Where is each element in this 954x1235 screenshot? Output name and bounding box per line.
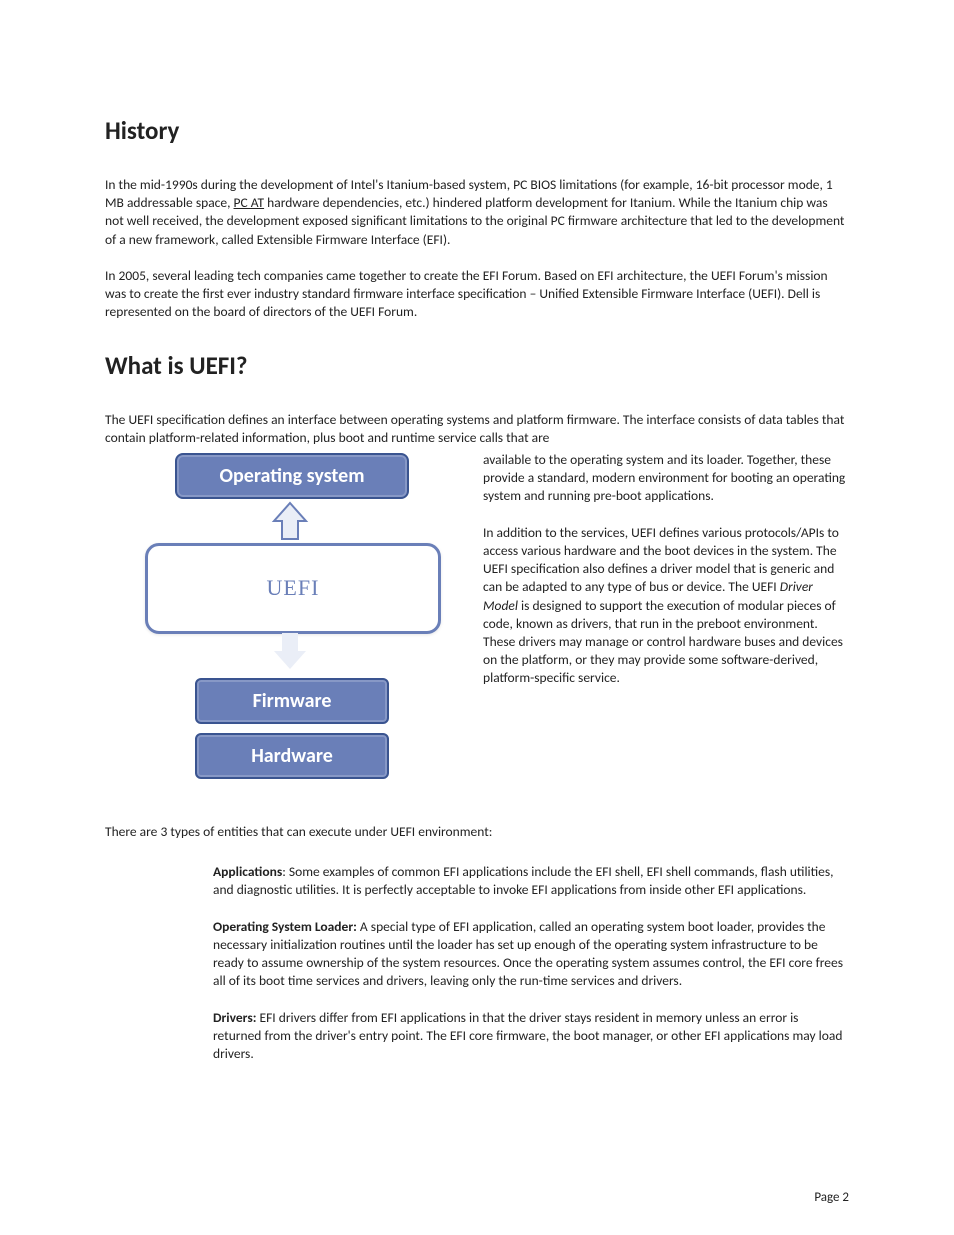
uefi-stack-diagram: Operating system UEFI Firmware Hardware xyxy=(105,453,465,793)
history-paragraph-2: In 2005, several leading tech companies … xyxy=(105,267,849,322)
text: is designed to support the execution of … xyxy=(483,597,843,687)
entity-text: : Some examples of common EFI applicatio… xyxy=(213,863,834,898)
entity-drivers: Drivers: EFI drivers differ from EFI app… xyxy=(213,1009,849,1064)
heading-what-is-uefi: What is UEFI? xyxy=(105,350,849,381)
link-pc-at[interactable]: PC AT xyxy=(234,194,265,211)
entity-label: Drivers: xyxy=(213,1009,256,1026)
diagram-layer-firmware: Firmware xyxy=(195,678,389,724)
diagram-layer-hardware: Hardware xyxy=(195,733,389,779)
diagram-layer-os: Operating system xyxy=(175,453,409,499)
history-paragraph-1: In the mid-1990s during the development … xyxy=(105,176,849,249)
entity-os-loader: Operating System Loader: A special type … xyxy=(213,918,849,991)
arrow-up-icon xyxy=(270,501,310,541)
entities-intro: There are 3 types of entities that can e… xyxy=(105,823,849,841)
page-number: Page 2 xyxy=(814,1190,849,1205)
entity-text: EFI drivers differ from EFI applications… xyxy=(213,1009,842,1062)
entity-label: Operating System Loader: xyxy=(213,918,357,935)
heading-history: History xyxy=(105,115,849,146)
arrow-down-icon xyxy=(270,631,310,671)
whatis-intro-paragraph: The UEFI specification defines an interf… xyxy=(105,411,849,447)
entity-label: Applications xyxy=(213,863,282,880)
entity-applications: Applications: Some examples of common EF… xyxy=(213,863,849,899)
diagram-layer-uefi: UEFI xyxy=(145,543,441,634)
